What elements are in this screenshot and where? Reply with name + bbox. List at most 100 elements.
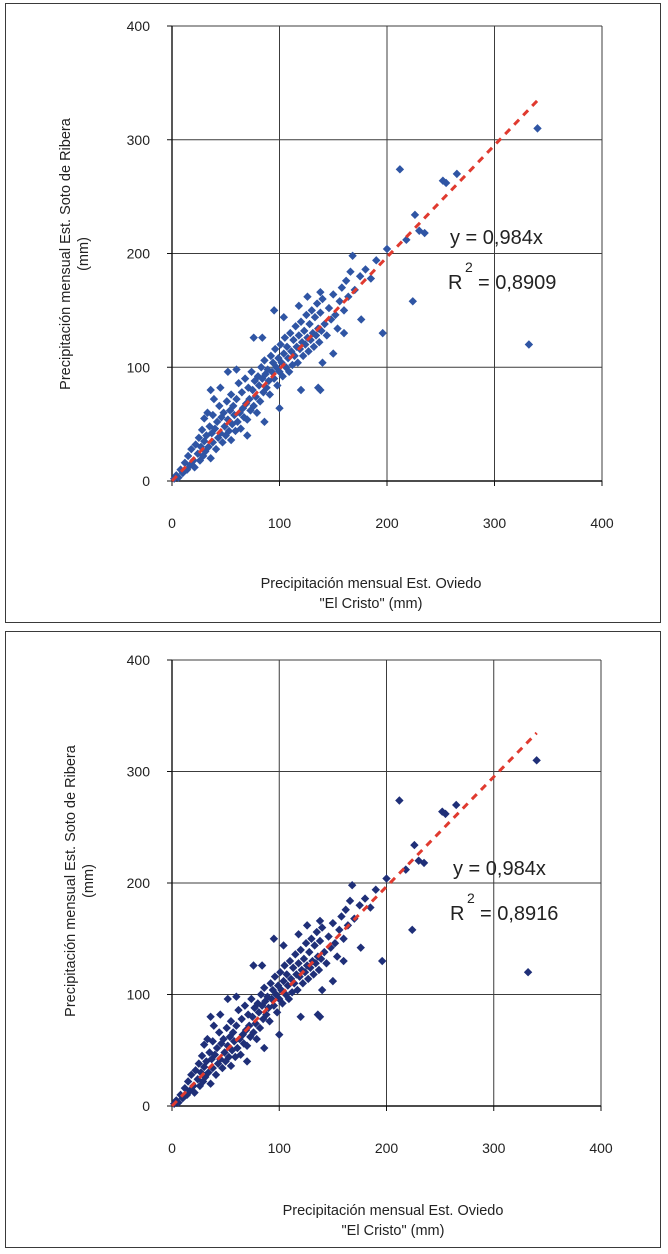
- data-point: [279, 313, 288, 322]
- data-point: [315, 916, 325, 926]
- y-tick-label: 400: [127, 652, 151, 668]
- data-point: [222, 1023, 231, 1033]
- data-point: [333, 324, 342, 333]
- data-point: [254, 381, 264, 390]
- data-point: [341, 905, 350, 914]
- data-point: [345, 896, 355, 906]
- data-point: [523, 968, 533, 977]
- data-point: [206, 1079, 215, 1088]
- data-point: [301, 340, 310, 349]
- data-point: [279, 976, 288, 986]
- data-point: [366, 274, 376, 283]
- data-point: [291, 950, 300, 959]
- data-point: [183, 451, 193, 461]
- data-point: [211, 444, 221, 454]
- data-point: [296, 1012, 305, 1021]
- r2-label: R: [450, 903, 464, 925]
- data-point: [240, 1001, 250, 1010]
- x-tick-label: 100: [268, 515, 292, 531]
- data-point: [328, 976, 338, 986]
- x-tick-label: 0: [168, 1140, 176, 1156]
- data-point: [288, 963, 298, 972]
- data-point: [318, 358, 327, 367]
- data-point: [265, 390, 275, 399]
- x-axis-title-line2: "El Cristo" (mm): [342, 1223, 445, 1239]
- data-point: [300, 326, 309, 336]
- y-tick-label: 100: [127, 359, 151, 375]
- data-point: [355, 901, 364, 910]
- x-tick-label: 200: [375, 1140, 399, 1156]
- data-point: [408, 297, 417, 306]
- data-point: [328, 918, 338, 928]
- data-point: [257, 961, 267, 970]
- data-point: [250, 1003, 259, 1013]
- data-point: [378, 956, 387, 966]
- data-point: [226, 435, 236, 445]
- data-point: [307, 306, 316, 315]
- data-point: [298, 979, 308, 988]
- data-point: [347, 881, 357, 890]
- trend-line: [170, 731, 538, 1108]
- data-point: [275, 1030, 284, 1039]
- data-point: [415, 226, 424, 235]
- data-point: [191, 1066, 200, 1075]
- data-point: [329, 290, 338, 299]
- data-point: [372, 256, 381, 265]
- data-point: [278, 372, 287, 381]
- data-point: [402, 235, 411, 245]
- data-point: [229, 401, 238, 411]
- x-tick-label: 200: [375, 515, 399, 531]
- data-point: [231, 1052, 240, 1062]
- data-point: [257, 363, 266, 372]
- data-point: [215, 401, 224, 411]
- data-point: [187, 1070, 196, 1079]
- y-tick-label: 200: [127, 875, 151, 891]
- data-point: [410, 210, 420, 220]
- x-axis-title-line1: Precipitación mensual Est. Oviedo: [261, 576, 482, 592]
- data-point: [357, 315, 366, 324]
- data-point: [249, 401, 258, 411]
- data-point: [408, 925, 417, 935]
- data-point: [395, 165, 405, 174]
- data-point: [194, 1059, 204, 1068]
- data-point: [296, 385, 306, 395]
- data-point: [316, 287, 325, 297]
- data-point: [269, 934, 279, 943]
- data-point: [310, 313, 320, 322]
- data-point: [258, 333, 267, 342]
- data-point: [249, 961, 258, 970]
- y-tick-label: 0: [142, 473, 150, 489]
- data-point: [297, 965, 306, 975]
- y-tick-label: 400: [127, 18, 151, 34]
- r2-value: = 0,8909: [478, 272, 556, 294]
- data-point: [289, 335, 298, 345]
- r2-exponent: 2: [465, 259, 473, 275]
- data-point: [341, 276, 351, 285]
- data-point: [265, 1017, 274, 1026]
- data-point: [252, 1034, 261, 1044]
- data-point: [252, 408, 262, 417]
- data-point: [206, 1012, 215, 1021]
- data-point: [524, 340, 534, 349]
- data-point: [208, 410, 218, 420]
- data-point: [356, 943, 365, 952]
- data-point: [197, 425, 207, 435]
- data-point: [212, 417, 222, 427]
- data-point: [294, 301, 304, 311]
- y-axis-title-line2: (mm): [76, 237, 92, 271]
- data-point: [322, 959, 331, 968]
- data-point: [214, 1028, 224, 1037]
- chart-panel-2: 0 100 200 300 400 0 100 200 300 400 y = 0,984x R …: [5, 631, 661, 1248]
- data-point: [256, 990, 266, 999]
- data-point: [382, 244, 392, 254]
- data-point: [332, 952, 342, 961]
- data-point: [213, 1059, 223, 1068]
- data-point: [452, 800, 461, 810]
- data-point: [226, 1061, 236, 1071]
- data-point: [197, 1051, 207, 1061]
- y-axis-title: Precipitación mensual Est. Soto de Riber…: [58, 117, 92, 390]
- data-point: [176, 1090, 185, 1100]
- data-point: [224, 1052, 234, 1062]
- data-point: [200, 436, 209, 446]
